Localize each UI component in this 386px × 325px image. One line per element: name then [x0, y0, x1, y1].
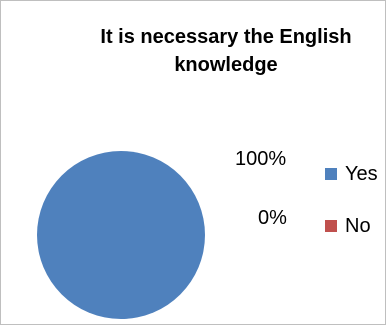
- legend-label-no: No: [345, 215, 371, 237]
- data-label-no: 0%: [258, 207, 287, 229]
- legend-swatch-yes: [325, 168, 337, 180]
- chart-title: It is necessary the English knowledge: [100, 26, 352, 76]
- data-label-yes: 100%: [235, 148, 287, 170]
- legend-label-yes: Yes: [345, 163, 378, 185]
- legend-swatch-no: [325, 220, 337, 232]
- pie-slice-yes: [37, 151, 205, 319]
